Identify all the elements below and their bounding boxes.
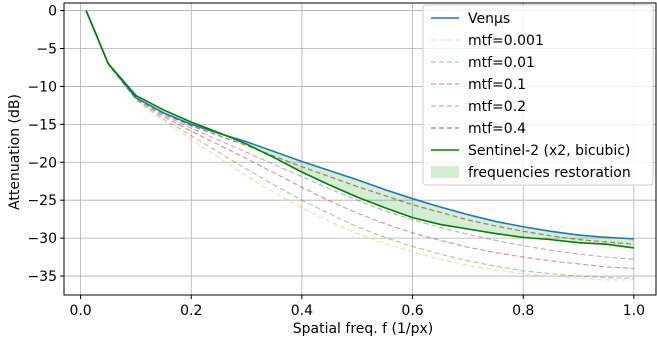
legend-label-frequencies-restoration: frequencies restoration — [468, 165, 631, 181]
y-tick-label: −15 — [27, 117, 57, 133]
y-tick-label: −30 — [27, 231, 57, 247]
axes-layer — [63, 2, 657, 296]
legend-label-mtf-0-001: mtf=0.001 — [468, 33, 544, 49]
x-axis-label: Spatial freq. f (1/px) — [293, 321, 434, 337]
legend-label-mtf-0-4: mtf=0.4 — [468, 121, 526, 137]
x-tick-label: 0.8 — [512, 303, 534, 319]
y-tick-label: 0 — [48, 4, 57, 20]
legend-label-ven-s: Venµs — [468, 11, 510, 27]
x-tick-label: 0.4 — [291, 303, 313, 319]
series-line-mtf-0-4 — [85, 10, 634, 245]
legend-label-mtf-0-1: mtf=0.1 — [468, 77, 526, 93]
legend-label-mtf-0-01: mtf=0.01 — [468, 55, 535, 71]
y-tick-label: −10 — [27, 79, 57, 95]
series-line-mtf-0-1 — [85, 10, 634, 270]
x-tick-label: 1.0 — [623, 303, 645, 319]
series-line-mtf-0-2 — [85, 10, 634, 260]
y-tick-label: −25 — [27, 193, 57, 209]
x-tick-label: 0.2 — [180, 303, 202, 319]
x-tick-label: 0.0 — [69, 303, 91, 319]
legend-box — [422, 4, 654, 186]
y-tick-label: −5 — [36, 42, 57, 58]
ticks-layer: 0.0 0.2 0.4 0.6 0.8 1.0 0 −5 −10 −15 −20 −25 −30 −35 — [27, 4, 645, 319]
series-line-ven-s — [85, 10, 634, 240]
series-line-mtf-0-001 — [85, 10, 634, 281]
legend-label-mtf-0-2: mtf=0.2 — [468, 99, 526, 115]
legend: Venµs mtf=0.001 mtf=0.01 mtf=0.1 mtf=0.2 mtf=… — [422, 4, 654, 186]
x-tick-label: 0.6 — [401, 303, 423, 319]
plot-frame — [63, 2, 657, 296]
series-line-sentinel-2-x2-bicubic — [85, 10, 634, 249]
legend-label-sentinel-2-x2-bicubic: Sentinel-2 (x2, bicubic) — [468, 143, 630, 159]
y-axis-label: Attenuation (dB) — [7, 94, 23, 210]
y-tick-label: −20 — [27, 155, 57, 171]
legend-swatch-frequencies-restoration — [431, 166, 459, 178]
y-tick-label: −35 — [27, 269, 57, 285]
series-line-mtf-0-01 — [85, 10, 634, 279]
series-layer — [85, 10, 634, 281]
